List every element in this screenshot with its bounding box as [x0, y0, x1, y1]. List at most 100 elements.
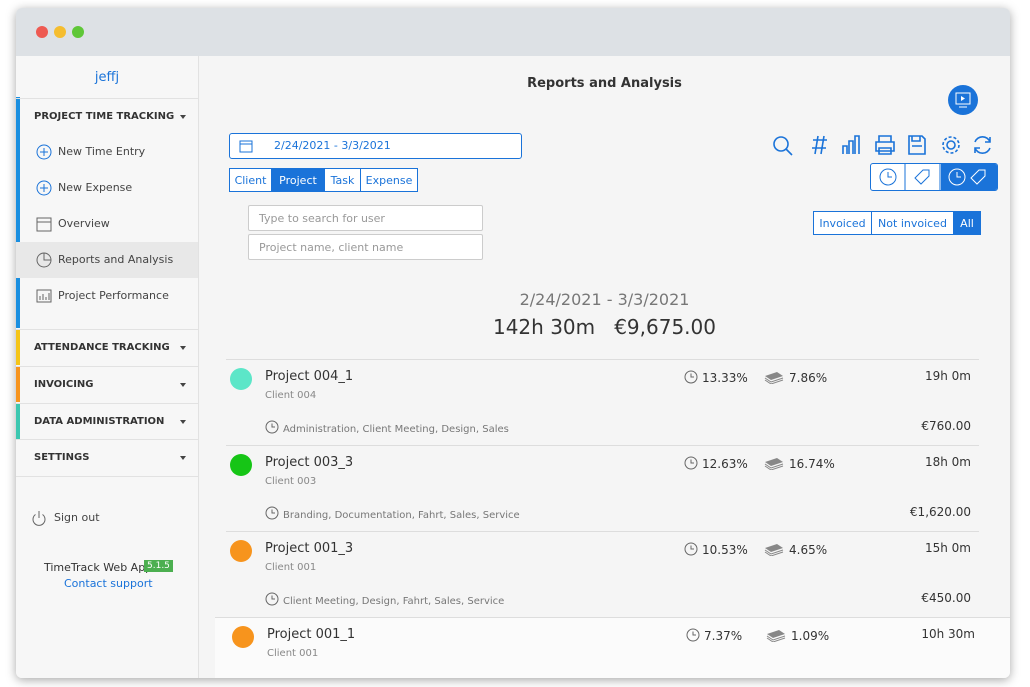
toggle-icons	[879, 164, 997, 190]
client-name: Client 001	[265, 562, 317, 573]
icon	[36, 289, 52, 303]
clock-icon	[686, 628, 700, 642]
time-share: 13.33%	[684, 370, 748, 385]
value: 16.74%	[789, 457, 835, 471]
project-name: Project 003_3	[265, 455, 354, 470]
client-name: Client 003	[265, 476, 317, 487]
project-color	[230, 368, 252, 390]
summary-date: 2/24/2021 - 3/3/2021	[519, 290, 690, 309]
app-name: TimeTrack Web App	[44, 561, 153, 574]
value: 1.09%	[791, 629, 830, 643]
task-list: Administration, Client Meeting, Design, …	[265, 420, 509, 435]
duration: 19h 0m	[924, 369, 971, 383]
time-share: 10.53%	[684, 542, 748, 557]
clock-icon	[684, 542, 698, 556]
tab[interactable]: Client	[229, 168, 272, 192]
icon	[36, 144, 52, 160]
duration: 15h 0m	[924, 541, 971, 555]
view-toggle[interactable]	[870, 163, 998, 191]
icon	[36, 252, 52, 268]
menu-item[interactable]: New Time Entry	[16, 134, 198, 170]
client-name: Client 001	[267, 648, 319, 659]
menu-item-active[interactable]: Reports and Analysis	[16, 242, 198, 278]
project-row[interactable]: Project 001_3 Client 001 10.53% 4.65% 15h 0m…	[226, 531, 979, 618]
filter-button[interactable]: Invoiced	[813, 211, 872, 235]
label: New Expense	[58, 181, 133, 194]
tab[interactable]: Task	[325, 168, 361, 192]
project-color	[230, 540, 252, 562]
icon	[36, 217, 52, 232]
video-button[interactable]	[947, 84, 979, 116]
expense-share: 1.09%	[765, 628, 829, 643]
support-link[interactable]: Contact support	[64, 577, 153, 590]
client-name: Client 004	[265, 390, 317, 401]
main-panel: Reports and Analysis 2/24/2021 - 3/3/202…	[199, 56, 1010, 678]
money-icon	[764, 372, 784, 385]
value: Administration, Client Meeting, Design, …	[283, 424, 509, 435]
date-picker[interactable]: 2/24/2021 - 3/3/2021	[229, 133, 522, 159]
value: 4.65%	[789, 543, 828, 557]
time-share: 7.37%	[686, 628, 742, 643]
minimize-button[interactable]	[54, 26, 66, 38]
project-name: Project 001_1	[267, 627, 356, 642]
project-row[interactable]: Project 003_3 Client 003 12.63% 16.74% 18h 0…	[226, 445, 979, 532]
tab[interactable]: Project	[272, 168, 325, 192]
group-stripe	[16, 329, 20, 365]
menu-item[interactable]: Project Performance	[16, 278, 198, 314]
label: Overview	[58, 217, 110, 230]
group-header[interactable]: ATTENDANCE TRACKING	[16, 329, 198, 366]
label: Reports and Analysis	[58, 253, 174, 266]
toolbar	[773, 135, 991, 156]
label: Sign out	[54, 511, 100, 524]
expense-share: 4.65%	[763, 542, 827, 557]
search-input[interactable]: Project name, client name	[248, 234, 483, 260]
project-row[interactable]: Project 001_1 Client 001 7.37% 1.09% 10h 30m	[215, 617, 1010, 678]
group-header[interactable]: INVOICING	[16, 366, 198, 403]
version-badge: 5.1.5	[144, 560, 173, 572]
date-range: 2/24/2021 - 3/3/2021	[274, 139, 391, 152]
project-color	[232, 626, 254, 648]
task-list: Branding, Documentation, Fahrt, Sales, S…	[265, 506, 520, 521]
group-stripe	[16, 97, 20, 328]
group-stripe	[16, 403, 20, 439]
clock-icon	[265, 506, 279, 520]
expense-share: 7.86%	[763, 370, 827, 385]
search-input[interactable]: Type to search for user	[248, 205, 483, 231]
tab[interactable]: Expense	[361, 168, 418, 192]
maximize-button[interactable]	[72, 26, 84, 38]
title-bar	[16, 8, 1010, 56]
group-header[interactable]: DATA ADMINISTRATION	[16, 403, 198, 440]
menu-item[interactable]: New Expense	[16, 170, 198, 206]
project-name: Project 001_3	[265, 541, 354, 556]
money-icon	[764, 544, 784, 557]
menu-item[interactable]: Overview	[16, 206, 198, 242]
clock-icon	[684, 370, 698, 384]
project-name: Project 004_1	[265, 369, 354, 384]
task-list: Client Meeting, Design, Fahrt, Sales, Se…	[265, 592, 504, 607]
icon	[32, 511, 46, 526]
amount: €1,620.00	[909, 505, 971, 519]
time-share: 12.63%	[684, 456, 748, 471]
group-header[interactable]: PROJECT TIME TRACKING	[16, 98, 198, 135]
close-button[interactable]	[36, 26, 48, 38]
value: 12.63%	[702, 457, 748, 471]
value: 7.86%	[789, 371, 828, 385]
expense-share: 16.74%	[763, 456, 835, 471]
filter-button[interactable]: Not invoiced	[872, 211, 954, 235]
value: Client Meeting, Design, Fahrt, Sales, Se…	[283, 596, 505, 607]
total-amount: €9,675.00	[614, 315, 716, 339]
clock-icon	[265, 420, 279, 434]
filter-button[interactable]: All	[954, 211, 981, 235]
value: Branding, Documentation, Fahrt, Sales, S…	[283, 510, 520, 521]
project-row[interactable]: Project 004_1 Client 004 13.33% 7.86% 19h 0m…	[226, 359, 979, 446]
label: New Time Entry	[58, 145, 146, 158]
duration: 18h 0m	[924, 455, 971, 469]
sign-out[interactable]: Sign out	[16, 500, 198, 536]
amount: €450.00	[921, 591, 971, 605]
amount: €760.00	[921, 419, 971, 433]
group-header[interactable]: SETTINGS	[16, 439, 198, 477]
clock-icon	[684, 456, 698, 470]
icon	[36, 180, 52, 196]
label: Project Performance	[58, 289, 169, 302]
